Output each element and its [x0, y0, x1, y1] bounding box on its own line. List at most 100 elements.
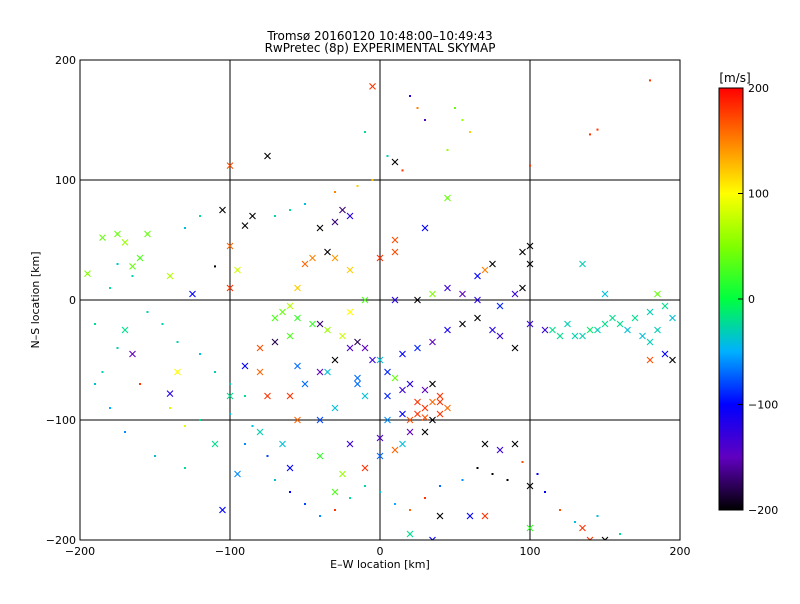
data-point-cross [279, 308, 286, 316]
data-point-cross [316, 320, 324, 328]
data-point-dot [199, 353, 201, 355]
colorbar-label: [m/s] [719, 71, 750, 85]
data-point-cross [421, 404, 429, 412]
data-point-dot [529, 164, 531, 167]
data-point-cross [279, 440, 286, 448]
data-point-cross [429, 290, 436, 298]
data-point-cross [654, 290, 661, 298]
colorbar-tick-label: 0 [748, 293, 755, 306]
data-point-cross [294, 362, 301, 370]
data-point-cross [519, 248, 526, 256]
data-point-cross [511, 290, 519, 298]
data-point-cross [526, 524, 534, 532]
data-point-cross [436, 512, 444, 520]
data-point-cross [541, 326, 549, 334]
data-point-cross [189, 290, 196, 298]
data-point-dot [199, 419, 201, 421]
data-point-cross [121, 326, 129, 334]
data-point-dot [589, 133, 591, 136]
data-point-dot [424, 497, 426, 499]
data-point-dot [289, 209, 291, 211]
data-point-dot [649, 79, 651, 82]
data-point-cross [346, 266, 354, 274]
data-point-cross [429, 398, 436, 406]
data-point-cross [331, 404, 339, 412]
data-point-cross [421, 224, 429, 232]
data-point-cross [496, 446, 504, 454]
y-axis-ticks: −200 −100 0 100 200 [46, 54, 76, 547]
data-point-cross [361, 392, 369, 400]
data-point-cross [256, 368, 264, 376]
data-point-cross [436, 410, 444, 418]
data-point-cross [601, 290, 609, 298]
data-point-cross [249, 212, 256, 220]
data-point-cross [669, 356, 676, 364]
x-axis-ticks: −200 −100 0 100 200 [65, 545, 691, 558]
data-point-cross [331, 218, 339, 226]
data-point-cross [526, 320, 534, 328]
data-point-cross [429, 338, 436, 346]
data-point-cross [496, 302, 504, 310]
colorbar-tick-label: 200 [748, 82, 769, 95]
data-point-cross [129, 350, 136, 358]
data-point-cross [361, 344, 369, 352]
x-tick-label: 0 [377, 545, 384, 558]
data-point-cross [271, 338, 279, 346]
data-point-cross [579, 260, 586, 268]
data-point-cross [391, 236, 399, 244]
data-point-cross [384, 368, 391, 376]
data-point-dot [229, 383, 231, 385]
data-point-dot [334, 191, 336, 193]
data-point-dot [244, 395, 246, 397]
data-point-cross [526, 260, 534, 268]
data-point-cross [421, 414, 429, 421]
y-tick-label: 200 [55, 54, 76, 67]
data-point-cross [391, 374, 399, 382]
data-point-dot [401, 169, 404, 172]
data-point-cross [406, 380, 414, 388]
data-point-cross [549, 326, 556, 334]
x-axis-label: E–W location [km] [330, 558, 430, 571]
data-point-cross [369, 83, 376, 90]
data-point-cross [609, 314, 616, 322]
data-point-cross [271, 314, 279, 322]
data-point-dot [334, 509, 336, 511]
data-point-dot [469, 131, 471, 133]
data-point-dot [596, 128, 599, 131]
data-point-cross [339, 206, 346, 214]
data-point-cross [294, 314, 301, 322]
data-point-dot [139, 383, 141, 385]
data-point-cross [661, 302, 669, 310]
data-point-dot [394, 503, 396, 505]
data-point-cross [631, 314, 639, 322]
data-point-dot [409, 95, 411, 97]
data-point-cross [324, 248, 331, 256]
data-point-dot [199, 215, 201, 217]
y-tick-label: 100 [55, 174, 76, 187]
data-point-cross [399, 440, 406, 448]
data-point-cross [346, 308, 354, 316]
data-point-cross [234, 470, 241, 478]
data-point-dot [491, 473, 494, 475]
data-point-dot [94, 383, 96, 385]
data-point-cross [361, 464, 369, 472]
data-point-dot [446, 149, 449, 151]
data-point-cross [211, 440, 219, 448]
x-tick-label: 200 [670, 545, 691, 558]
data-point-cross [511, 344, 519, 352]
data-point-cross [324, 326, 331, 334]
data-point-cross [384, 392, 391, 400]
data-point-cross [316, 452, 324, 460]
data-point-dot [379, 491, 381, 493]
y-tick-label: −200 [46, 534, 76, 547]
data-point-cross [376, 434, 384, 442]
data-point-cross [429, 536, 436, 540]
data-point-dot [131, 275, 134, 277]
data-point-cross [264, 392, 271, 400]
data-point-dot [574, 521, 576, 523]
data-point-cross [376, 452, 384, 460]
data-point-cross [444, 404, 451, 412]
data-point-dot [266, 455, 269, 457]
data-point-cross [444, 284, 451, 292]
data-point-cross [294, 284, 301, 292]
